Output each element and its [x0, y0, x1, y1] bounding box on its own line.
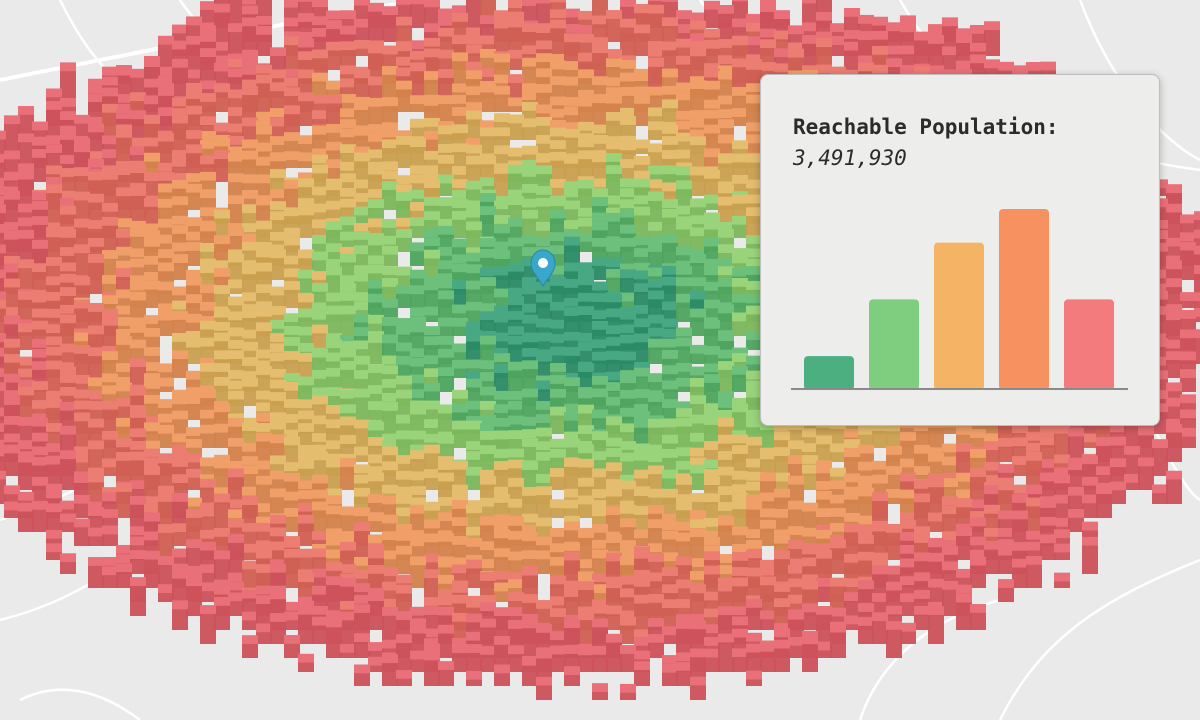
histogram-bar-5	[1064, 299, 1114, 390]
histogram-bar-4	[999, 208, 1049, 390]
histogram-bar-1	[804, 356, 854, 390]
population-cells	[0, 0, 1200, 700]
location-marker-icon[interactable]	[530, 249, 556, 288]
population-histogram	[791, 208, 1128, 390]
panel-title: Reachable Population:	[793, 115, 1059, 139]
histogram-bar-3	[934, 242, 984, 390]
reachable-population-value: 3,491,930	[793, 146, 907, 170]
reachable-population-panel: Reachable Population: 3,491,930	[760, 74, 1160, 426]
histogram-bar-2	[869, 299, 919, 390]
